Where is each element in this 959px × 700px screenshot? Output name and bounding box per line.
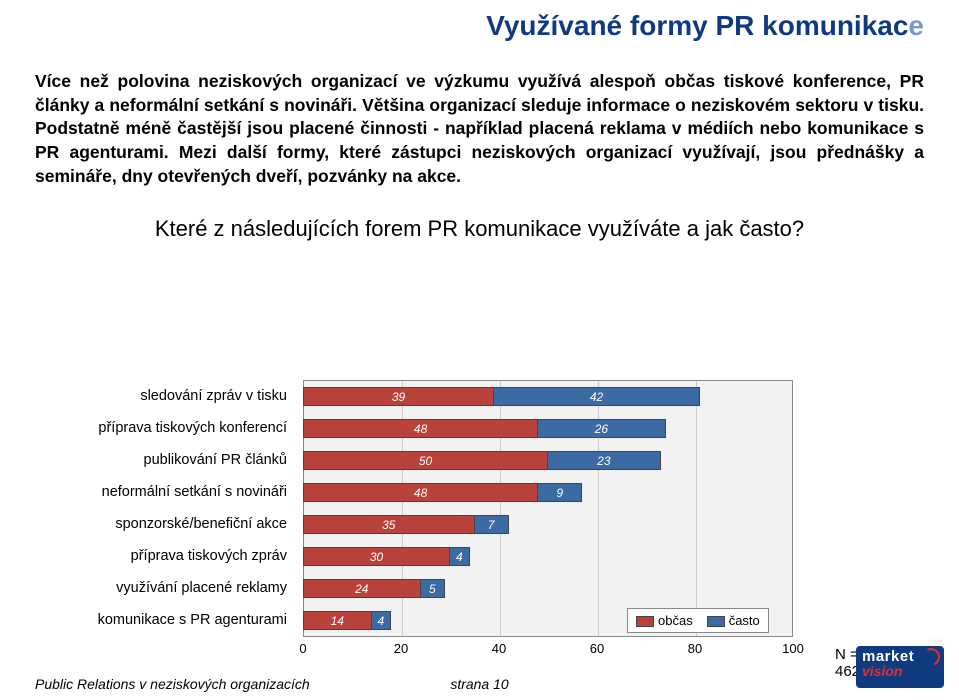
body-paragraph: Více než polovina neziskových organizací… <box>0 42 959 188</box>
chart-category-label: komunikace s PR agenturami <box>35 611 295 630</box>
chart-category-label: neformální setkání s novináři <box>35 483 295 502</box>
chart-bar: 144 <box>303 611 391 630</box>
chart-bar-segment: 7 <box>475 515 509 534</box>
chart: 394248265023489357304245144 sledování zp… <box>35 380 805 670</box>
chart-category-label: příprava tiskových zpráv <box>35 547 295 566</box>
chart-bar-segment: 30 <box>303 547 450 566</box>
chart-bar-segment: 14 <box>303 611 372 630</box>
chart-bar-segment: 48 <box>303 483 538 502</box>
legend-item: občas <box>636 613 693 628</box>
chart-x-tick: 80 <box>688 641 702 656</box>
chart-category-label: sledování zpráv v tisku <box>35 387 295 406</box>
chart-question: Které z následujících forem PR komunikac… <box>0 188 959 242</box>
chart-category-label: využívání placené reklamy <box>35 579 295 598</box>
chart-x-tick: 40 <box>492 641 506 656</box>
chart-x-axis: 020406080100 <box>303 637 793 657</box>
chart-bar-segment: 5 <box>421 579 446 598</box>
chart-bar: 4826 <box>303 419 666 438</box>
chart-bar-segment: 4 <box>372 611 392 630</box>
chart-legend: občas často <box>627 608 769 633</box>
chart-x-tick: 20 <box>394 641 408 656</box>
chart-bar-segment: 26 <box>538 419 665 438</box>
chart-bar-segment: 23 <box>548 451 661 470</box>
chart-x-tick: 60 <box>590 641 604 656</box>
chart-bar-segment: 50 <box>303 451 548 470</box>
market-vision-logo: market vision <box>856 646 944 688</box>
chart-bar-segment: 42 <box>494 387 700 406</box>
chart-bar-segment: 39 <box>303 387 494 406</box>
chart-x-tick: 100 <box>782 641 804 656</box>
chart-category-label: sponzorské/benefiční akce <box>35 515 295 534</box>
chart-bar-segment: 9 <box>538 483 582 502</box>
legend-item: často <box>707 613 760 628</box>
chart-bar-segment: 24 <box>303 579 421 598</box>
chart-bar: 245 <box>303 579 445 598</box>
chart-bar-segment: 48 <box>303 419 538 438</box>
chart-category-label: publikování PR článků <box>35 451 295 470</box>
footer-page-number: strana 10 <box>0 676 959 692</box>
legend-swatch <box>707 616 725 627</box>
chart-bar: 357 <box>303 515 509 534</box>
legend-label: často <box>729 613 760 628</box>
legend-swatch <box>636 616 654 627</box>
chart-bar: 489 <box>303 483 582 502</box>
chart-category-label: příprava tiskových konferencí <box>35 419 295 438</box>
chart-bar-segment: 35 <box>303 515 475 534</box>
chart-bar: 304 <box>303 547 470 566</box>
chart-bar: 3942 <box>303 387 700 406</box>
page-title: Využívané formy PR komunikace <box>0 0 959 42</box>
chart-bar: 5023 <box>303 451 661 470</box>
logo-line2: vision <box>862 664 938 678</box>
legend-label: občas <box>658 613 693 628</box>
chart-x-tick: 0 <box>299 641 306 656</box>
chart-bar-segment: 4 <box>450 547 470 566</box>
